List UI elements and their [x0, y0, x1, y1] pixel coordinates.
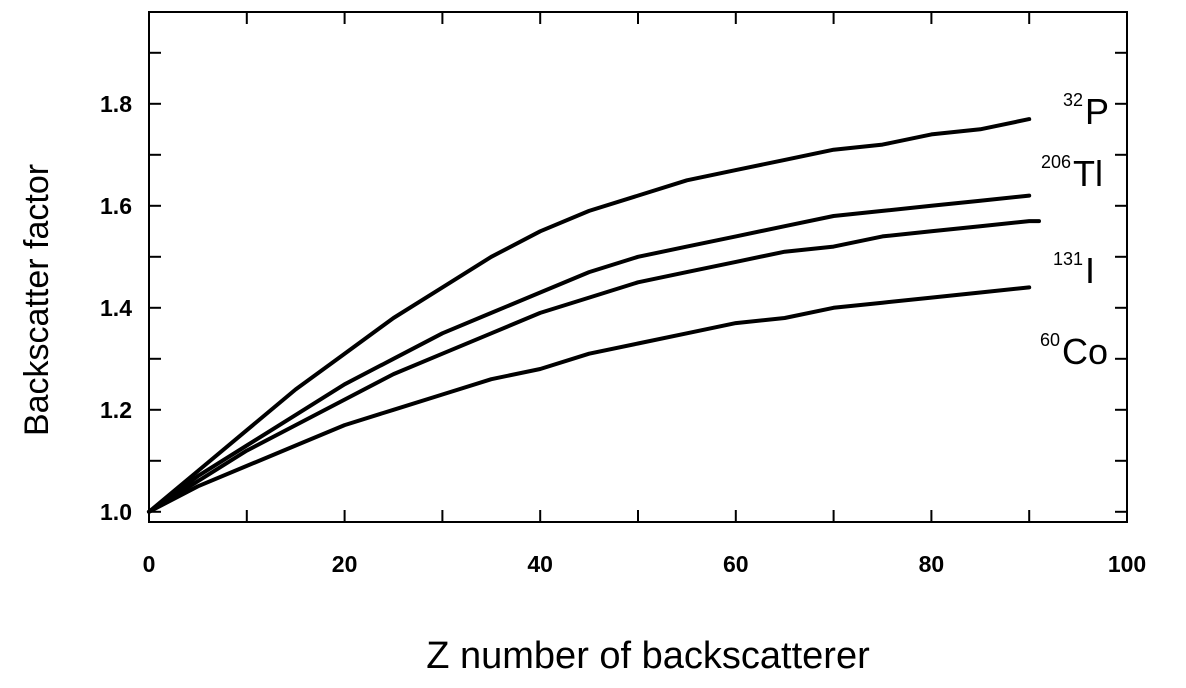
x-axis-title: Z number of backscatterer — [426, 635, 870, 677]
x-tick-label: 40 — [527, 551, 553, 577]
series-labels: 32P 206Tl 131I 60Co — [1040, 90, 1109, 372]
series-element-symbol: Co — [1062, 331, 1108, 372]
series-line-i — [147, 219, 1041, 514]
series-label-tl: 206Tl — [1041, 152, 1103, 194]
series-line-tl — [147, 193, 1032, 514]
series-mass-number: 32 — [1063, 90, 1083, 110]
y-tick-label: 1.6 — [100, 193, 132, 219]
x-tick-label: 60 — [723, 551, 749, 577]
series-element-symbol: I — [1085, 250, 1095, 291]
axis-ticks — [148, 12, 1128, 522]
x-tick-label: 100 — [1108, 551, 1146, 577]
series-line-co — [147, 285, 1032, 514]
series-mass-number: 60 — [1040, 330, 1060, 350]
y-tick-label: 1.0 — [100, 499, 132, 525]
y-tick-label: 1.4 — [100, 295, 132, 321]
series-element-symbol: Tl — [1073, 153, 1103, 194]
series-label-i: 131I — [1053, 249, 1095, 291]
x-tick-label: 20 — [332, 551, 358, 577]
series-line-p — [147, 117, 1032, 514]
y-tick-label: 1.2 — [100, 397, 132, 423]
y-axis-title: Backscatter factor — [18, 164, 56, 436]
series-mass-number: 131 — [1053, 249, 1083, 269]
series-mass-number: 206 — [1041, 152, 1071, 172]
tick-labels: 0 20 40 60 80 100 1.0 1.2 1.4 1.6 1.8 — [100, 91, 1146, 577]
y-tick-label: 1.8 — [100, 91, 132, 117]
series-label-p: 32P — [1063, 90, 1109, 132]
series-lines — [147, 117, 1041, 514]
x-tick-label: 80 — [919, 551, 945, 577]
series-element-symbol: P — [1085, 91, 1109, 132]
series-label-co: 60Co — [1040, 330, 1108, 372]
x-tick-label: 0 — [143, 551, 156, 577]
